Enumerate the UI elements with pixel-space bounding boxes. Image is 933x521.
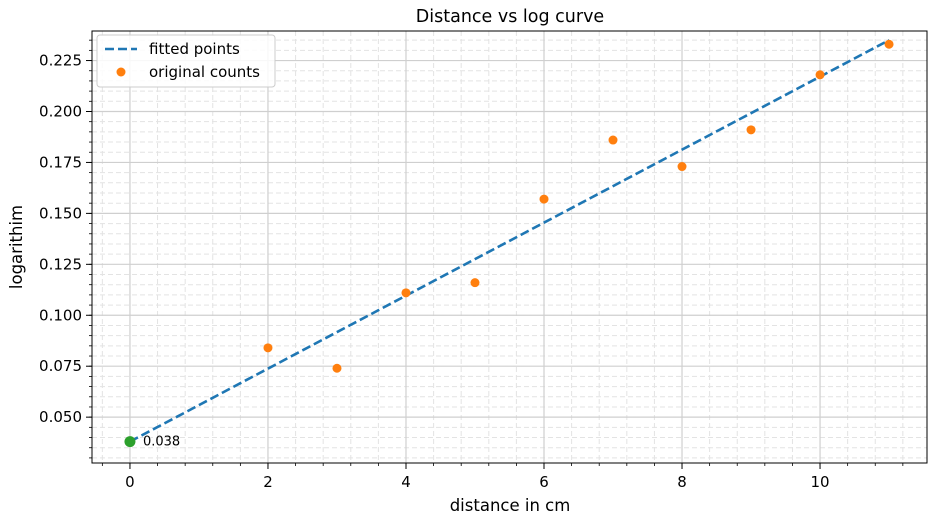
x-tick-label: 6 xyxy=(539,473,549,491)
y-tick-label: 0.125 xyxy=(39,255,82,273)
data-point xyxy=(332,363,342,373)
legend-label-fitted: fitted points xyxy=(149,40,240,58)
fitted-line xyxy=(129,39,890,443)
tick-labels: 0 2 4 6 8 10 0.050 0.075 0.100 0.125 0.150 0.175 0.2… xyxy=(39,52,830,491)
major-grid xyxy=(92,31,927,463)
y-tick-label: 0.050 xyxy=(39,408,82,426)
x-axis-title: distance in cm xyxy=(450,496,571,515)
data-point xyxy=(746,125,756,135)
y-tick-label: 0.100 xyxy=(39,306,82,324)
y-tick-label: 0.225 xyxy=(39,52,82,70)
data-point xyxy=(815,70,825,80)
y-tick-label: 0.175 xyxy=(39,153,82,171)
axes xyxy=(86,30,928,469)
minor-grid xyxy=(92,31,927,463)
legend-swatch-original xyxy=(116,67,126,77)
data-point xyxy=(401,288,411,298)
x-tick-label: 10 xyxy=(810,473,829,491)
x-tick-label: 8 xyxy=(677,473,687,491)
y-tick-label: 0.150 xyxy=(39,204,82,222)
y-tick-label: 0.200 xyxy=(39,102,82,120)
series-layer: 0.038 xyxy=(124,39,894,450)
intercept-label: 0.038 xyxy=(143,435,180,450)
y-tick-label: 0.075 xyxy=(39,357,82,375)
legend-label-original: original counts xyxy=(149,63,260,81)
x-tick-label: 4 xyxy=(401,473,411,491)
data-point xyxy=(263,343,273,353)
x-tick-label: 2 xyxy=(263,473,273,491)
legend-box xyxy=(96,34,276,88)
y-axis-title: logarithim xyxy=(7,205,26,289)
data-point xyxy=(470,278,480,288)
chart-title: Distance vs log curve xyxy=(416,7,604,27)
x-tick-label: 0 xyxy=(125,473,135,491)
plot-frame xyxy=(91,30,928,464)
legend[interactable]: fitted points original counts xyxy=(96,34,276,88)
data-point xyxy=(884,39,894,49)
data-point xyxy=(677,162,687,172)
intercept-point xyxy=(124,436,136,448)
data-point xyxy=(539,194,549,204)
data-point xyxy=(608,135,618,145)
